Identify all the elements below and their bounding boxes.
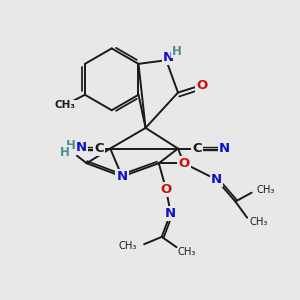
Text: CH₃: CH₃ [55, 100, 76, 110]
Text: CH₃: CH₃ [178, 247, 196, 256]
Text: N: N [165, 207, 176, 220]
Text: N: N [76, 141, 87, 154]
Text: N: N [64, 142, 75, 155]
Text: N: N [163, 51, 174, 64]
Text: H: H [172, 45, 182, 58]
Text: N: N [219, 142, 230, 155]
Text: H: H [60, 146, 70, 159]
Text: CH₃: CH₃ [256, 185, 275, 195]
Text: N: N [116, 170, 128, 183]
Text: O: O [196, 79, 207, 92]
Text: CH₃: CH₃ [118, 241, 137, 251]
Text: O: O [178, 157, 190, 170]
Text: C: C [94, 142, 104, 155]
Text: CH₃: CH₃ [250, 217, 268, 227]
Text: O: O [160, 183, 172, 196]
Text: N: N [211, 173, 222, 186]
Text: C: C [192, 142, 202, 155]
Text: H: H [66, 139, 75, 152]
